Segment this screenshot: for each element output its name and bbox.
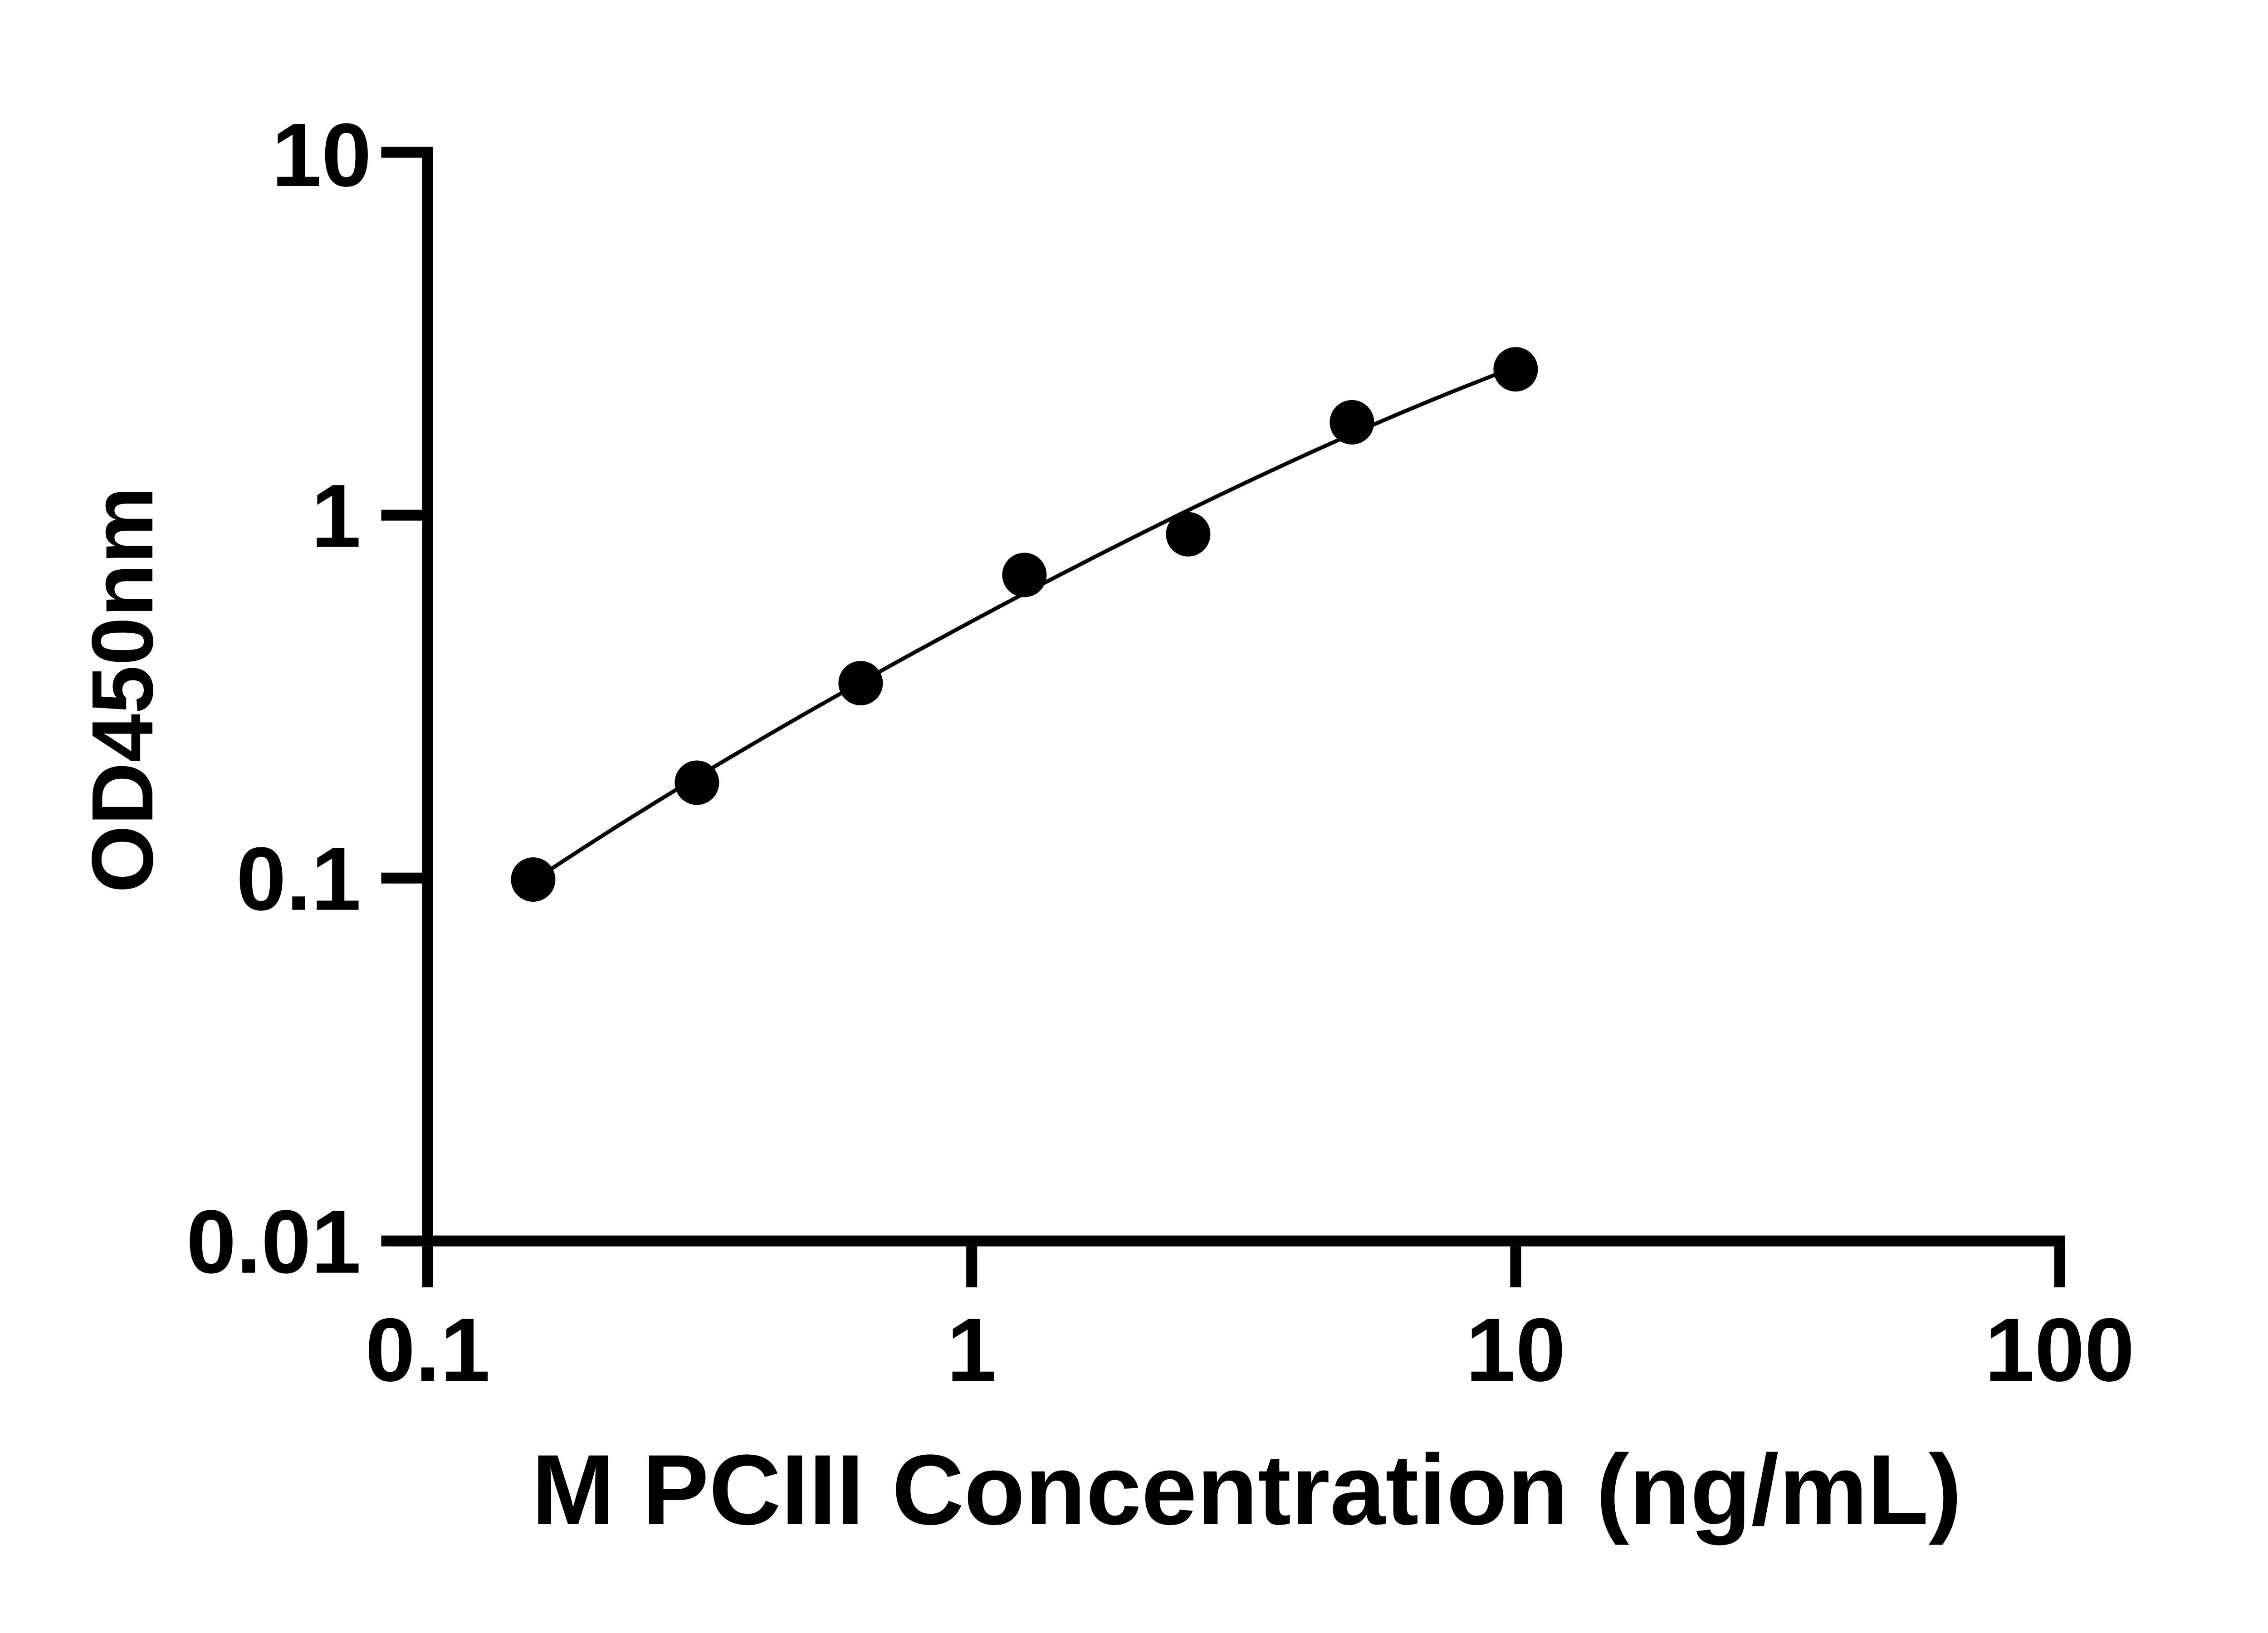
svg-text:0.01: 0.01 xyxy=(186,1192,361,1292)
svg-text:M PCIII Concentration (ng/mL): M PCIII Concentration (ng/mL) xyxy=(532,1434,1962,1545)
svg-text:1: 1 xyxy=(311,466,361,566)
svg-text:OD450nm: OD450nm xyxy=(73,486,171,893)
svg-text:10: 10 xyxy=(1466,1300,1565,1400)
svg-text:100: 100 xyxy=(1984,1300,2134,1400)
svg-text:0.1: 0.1 xyxy=(236,829,361,929)
svg-text:1: 1 xyxy=(947,1300,997,1400)
svg-text:0.1: 0.1 xyxy=(365,1300,490,1400)
svg-text:10: 10 xyxy=(272,105,371,205)
